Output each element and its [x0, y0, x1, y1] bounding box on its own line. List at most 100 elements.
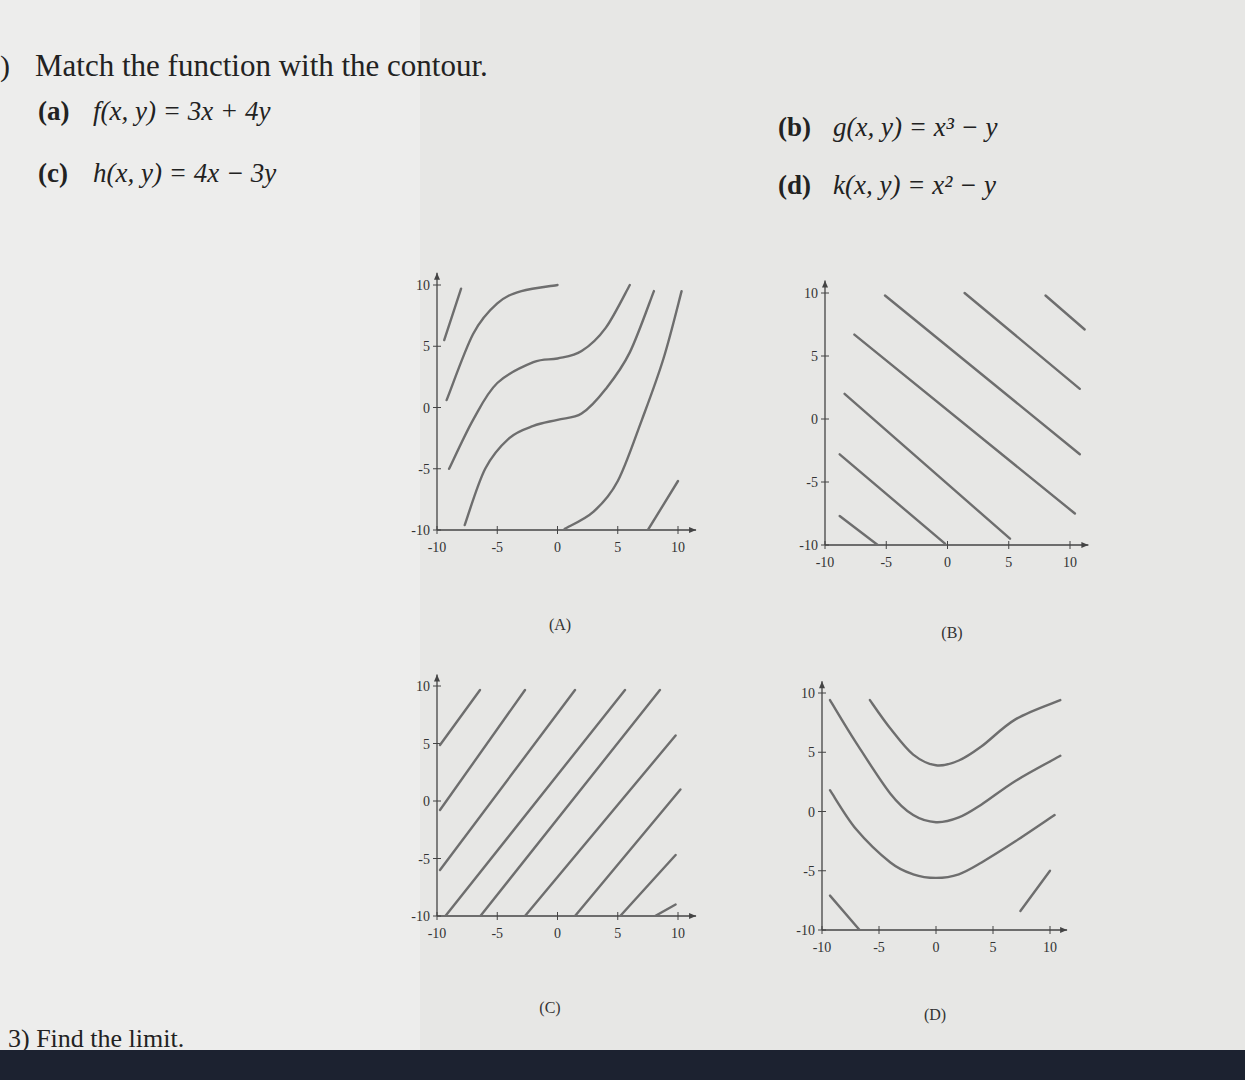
y-tick-label: -5 — [418, 462, 430, 477]
contours — [830, 700, 1060, 930]
x-tick — [886, 541, 887, 549]
y-tick — [821, 545, 829, 546]
y-arrow — [819, 681, 825, 688]
page: ) Match the function with the contour. (a)… — [0, 0, 1245, 1080]
function-expr: h(x, y) = 4x − 3y — [93, 158, 276, 188]
contour-line — [465, 291, 654, 525]
x-tick — [678, 912, 679, 920]
x-arrow — [689, 913, 696, 919]
y-tick — [433, 530, 441, 531]
y-tick — [433, 468, 441, 469]
y-tick-label: 0 — [423, 401, 430, 416]
contour-line — [830, 896, 860, 930]
y-tick-label: -10 — [411, 523, 430, 538]
panel-title: (C) — [539, 999, 560, 1017]
contour-line — [480, 690, 660, 916]
y-tick — [433, 858, 441, 859]
x-tick — [936, 926, 937, 934]
y-tick-label: -10 — [799, 538, 818, 553]
x-tick — [1008, 541, 1009, 549]
y-tick — [818, 752, 826, 753]
x-arrow — [1060, 927, 1067, 933]
contour-line — [845, 394, 1010, 539]
y-tick — [433, 407, 441, 408]
y-axis — [824, 280, 825, 545]
x-tick-label: 10 — [1043, 940, 1057, 955]
instruction: Match the function with the contour. — [35, 48, 488, 83]
y-tick-label: 10 — [416, 278, 430, 293]
contour-panel: -10-50510-10-50510(C) — [411, 675, 696, 1018]
y-tick — [821, 293, 829, 294]
function-label: (b) — [778, 112, 811, 142]
x-tick-label: -5 — [491, 540, 503, 555]
x-tick — [617, 526, 618, 534]
x-tick-label: 5 — [1005, 555, 1012, 570]
y-tick-label: 0 — [423, 794, 430, 809]
contour-line — [870, 700, 1060, 765]
taskbar — [0, 1050, 1245, 1080]
x-tick-label: 5 — [990, 940, 997, 955]
x-tick-label: -10 — [428, 926, 447, 941]
x-tick-label: 5 — [614, 926, 621, 941]
x-axis — [825, 544, 1088, 545]
contour-line — [444, 289, 461, 340]
y-tick-label: 0 — [808, 805, 815, 820]
panel-title: (D) — [924, 1006, 946, 1024]
contour-line — [565, 291, 682, 529]
contour-line — [525, 736, 676, 917]
contour-line — [440, 690, 525, 810]
y-axis — [821, 681, 822, 930]
x-tick — [947, 541, 948, 549]
y-tick-label: -10 — [796, 923, 815, 938]
problem-prefix: ) — [0, 49, 10, 83]
contour-line — [965, 293, 1080, 389]
x-tick — [497, 526, 498, 534]
contour-line — [575, 790, 680, 917]
function-label: (d) — [778, 170, 811, 200]
y-axis — [436, 675, 437, 917]
y-tick-label: -5 — [418, 852, 430, 867]
background — [0, 0, 1245, 1080]
contours — [440, 690, 680, 916]
y-tick-label: 10 — [801, 686, 815, 701]
x-tick — [557, 526, 558, 534]
y-tick — [818, 870, 826, 871]
y-arrow — [434, 675, 440, 682]
y-tick-label: 5 — [811, 349, 818, 364]
y-arrow — [434, 273, 440, 280]
contour-line — [445, 690, 625, 916]
function-label: (c) — [38, 158, 68, 188]
y-tick — [433, 916, 441, 917]
function-expr: g(x, y) = x³ − y — [833, 112, 997, 142]
y-tick — [433, 285, 441, 286]
background-light — [0, 0, 420, 1080]
x-tick — [497, 912, 498, 920]
x-tick — [1050, 926, 1051, 934]
x-tick-label: -5 — [880, 555, 892, 570]
y-tick — [818, 930, 826, 931]
x-tick-label: -10 — [428, 540, 447, 555]
x-arrow — [689, 527, 696, 533]
x-tick-label: -10 — [816, 555, 835, 570]
x-tick-label: 5 — [614, 540, 621, 555]
x-tick-label: 10 — [671, 926, 685, 941]
y-tick-label: 0 — [811, 412, 818, 427]
contours — [840, 293, 1085, 545]
y-arrow — [822, 280, 828, 287]
contour-line — [620, 855, 675, 916]
contour-line — [830, 790, 1055, 878]
contour-line — [447, 285, 558, 400]
y-tick-label: 5 — [808, 745, 815, 760]
contour-panel: -10-50510-10-50510(B) — [799, 280, 1088, 642]
contour-line — [648, 481, 678, 530]
contour-line — [440, 690, 480, 745]
x-tick — [993, 926, 994, 934]
y-tick — [821, 482, 829, 483]
function-label: (a) — [38, 96, 69, 126]
x-tick-label: 0 — [554, 540, 561, 555]
y-tick-label: -5 — [803, 864, 815, 879]
x-tick-label: 10 — [671, 540, 685, 555]
x-tick-label: 0 — [554, 926, 561, 941]
x-axis — [437, 529, 696, 530]
y-tick — [433, 686, 441, 687]
